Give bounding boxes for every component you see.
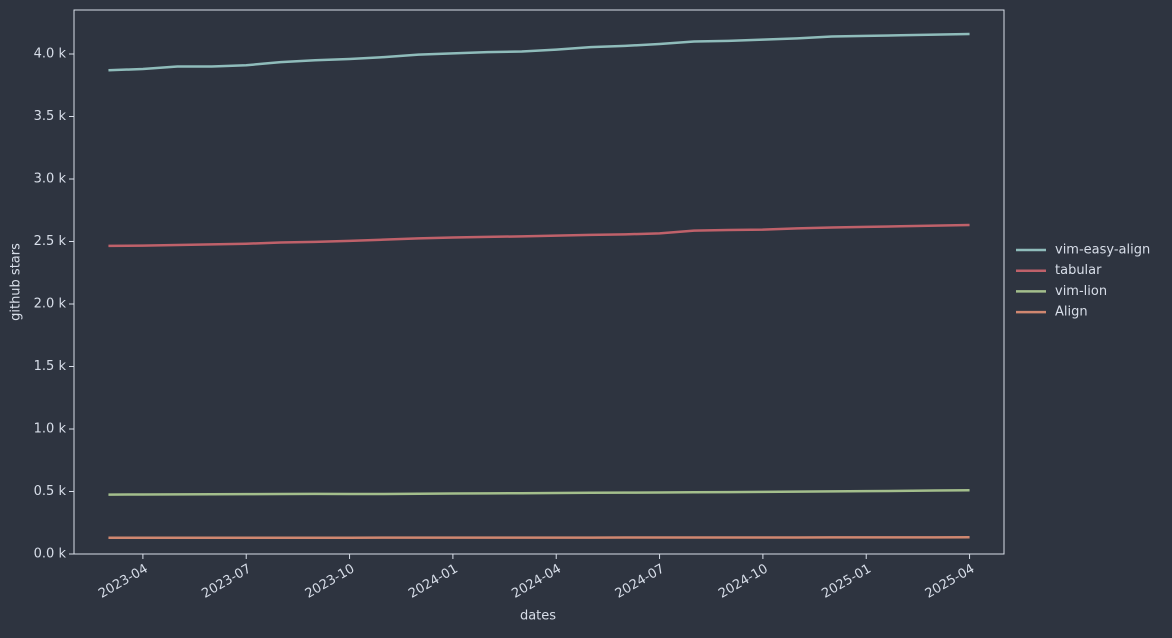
legend-label: vim-lion (1055, 284, 1107, 299)
y-tick-label: 1.5 k (34, 359, 67, 374)
y-axis-label: github stars (9, 243, 24, 321)
y-tick-label: 3.5 k (34, 109, 67, 124)
y-tick-label: 3.0 k (34, 172, 67, 187)
x-axis-label: dates (520, 609, 556, 624)
plot-frame (73, 9, 1005, 555)
series-line (108, 32, 970, 72)
legend-label: tabular (1055, 263, 1102, 278)
y-tick-label: 1.0 k (34, 422, 67, 437)
y-tick-label: 0.0 k (34, 547, 67, 562)
y-tick-label: 2.0 k (34, 297, 67, 312)
y-tick-label: 2.5 k (34, 234, 67, 249)
legend-label: vim-easy-align (1055, 243, 1150, 258)
series-line (108, 536, 970, 539)
legend-label: Align (1055, 305, 1088, 320)
series-line (108, 223, 970, 248)
y-tick-label: 0.5 k (34, 484, 67, 499)
series-line (108, 489, 970, 496)
y-tick-label: 4.0 k (34, 47, 67, 62)
